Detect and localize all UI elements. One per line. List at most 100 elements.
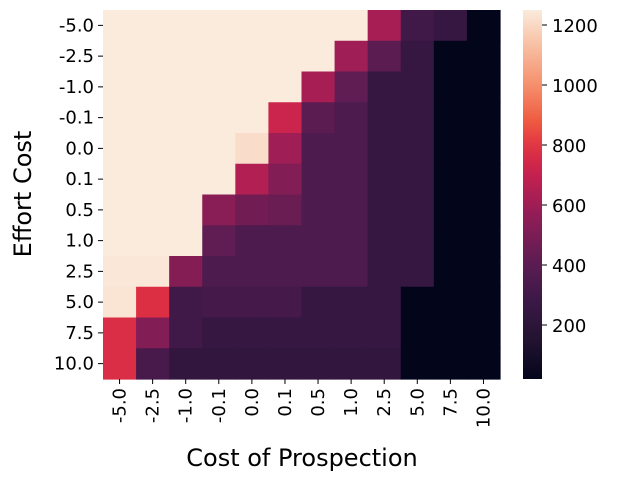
heatmap-cell [202, 10, 236, 42]
heatmap-cell [268, 194, 303, 226]
heatmap-cell [466, 163, 501, 196]
heatmap-cell [202, 194, 236, 226]
heatmap-cell [235, 194, 270, 226]
heatmap-cell [268, 225, 303, 257]
heatmap-cell [334, 40, 369, 73]
y-axis-label: Effort Cost [9, 131, 37, 258]
heatmap-cell [367, 286, 402, 319]
heatmap-cell [301, 348, 336, 380]
heatmap-cell [433, 286, 468, 319]
heatmap-cell [268, 286, 303, 319]
x-tick-label: -5.0 [110, 388, 131, 423]
heatmap-cell [301, 225, 336, 257]
heatmap-cell [235, 163, 270, 196]
heatmap-cell [301, 163, 336, 196]
y-tick-label: 10.0 [54, 354, 94, 375]
heatmap-cell [235, 348, 270, 380]
x-tick-labels: -5.0 -2.5 -1.0 -0.1 0.0 0.1 0.5 1.0 2.5 5.0 7.5 10.… [110, 379, 494, 428]
heatmap-cell [301, 286, 336, 319]
heatmap-cell [268, 102, 303, 134]
heatmap-cell [202, 40, 236, 73]
heatmap-cell [103, 102, 137, 134]
y-tick-label: -2.5 [59, 46, 94, 67]
heatmap-cell [136, 40, 170, 73]
heatmap-cell [433, 40, 468, 73]
heatmap-cell [466, 71, 501, 103]
heatmap-cell [301, 133, 336, 165]
heatmap-cell [235, 317, 270, 349]
heatmap-cell [400, 102, 435, 134]
y-tick-label: 0.1 [65, 169, 94, 190]
heatmap-cell [433, 133, 468, 165]
heatmap-cell [367, 317, 402, 349]
heatmap-cell [136, 102, 170, 134]
heatmap-cell [466, 348, 501, 380]
heatmap-cell [466, 102, 501, 134]
heatmap-cell [433, 348, 468, 380]
heatmap-cell [202, 256, 236, 288]
heatmap-cell [103, 317, 137, 349]
heatmap-cell [235, 102, 270, 134]
heatmap-cell [169, 317, 203, 349]
heatmap-cell [301, 194, 336, 226]
heatmap-cell [400, 133, 435, 165]
y-tick-label: 2.5 [65, 261, 94, 282]
heatmap-cell [268, 133, 303, 165]
heatmap-cell [268, 348, 303, 380]
heatmap-cell [268, 317, 303, 349]
heatmap-cell [466, 40, 501, 73]
heatmap-cell [466, 317, 501, 349]
y-tick-label: 7.5 [65, 323, 94, 344]
heatmap-cell [268, 40, 303, 73]
x-tick-label: 7.5 [440, 388, 461, 417]
heatmap-cell [367, 225, 402, 257]
colorbar-tick-label: 600 [552, 196, 586, 217]
heatmap-cell [400, 348, 435, 380]
heatmap-cell [433, 10, 468, 42]
heatmap-cell [334, 256, 369, 288]
heatmap-cell [202, 317, 236, 349]
heatmap-cell [169, 194, 203, 226]
heatmap-cell [103, 286, 137, 319]
colorbar-tick-label: 400 [552, 256, 586, 277]
heatmap-cell [268, 10, 303, 42]
heatmap-cell [103, 256, 137, 288]
heatmap-cell [103, 10, 137, 42]
heatmap-cell [367, 163, 402, 196]
heatmap-cell [136, 194, 170, 226]
heatmap-cell [103, 71, 137, 103]
heatmap-cell [334, 163, 369, 196]
heatmap-cell [136, 348, 170, 380]
heatmap-cell [400, 194, 435, 226]
y-tick-label: 0.5 [65, 200, 94, 221]
heatmap-cell [169, 71, 203, 103]
heatmap-cell [466, 225, 501, 257]
heatmap-cell [400, 10, 435, 42]
heatmap-cell [235, 71, 270, 103]
heatmap-cell [433, 225, 468, 257]
heatmap-cell [334, 133, 369, 165]
heatmap-cell [400, 256, 435, 288]
y-tick-label: 1.0 [65, 231, 94, 252]
heatmap-cell [268, 256, 303, 288]
heatmap-cell [103, 163, 137, 196]
heatmap-cell [433, 71, 468, 103]
heatmap-cell [367, 102, 402, 134]
heatmap-cell [466, 10, 501, 42]
heatmap-cell [103, 133, 137, 165]
heatmap-cell [334, 102, 369, 134]
heatmap-cell [169, 286, 203, 319]
heatmap-cell [367, 348, 402, 380]
heatmap-cell [334, 71, 369, 103]
heatmap-cell [103, 40, 137, 73]
heatmap-cell [433, 102, 468, 134]
heatmap-cell [103, 225, 137, 257]
heatmap-cell [400, 40, 435, 73]
heatmap-cell [433, 256, 468, 288]
heatmap-cell [169, 133, 203, 165]
heatmap-cell [169, 225, 203, 257]
x-tick-label: 10.0 [473, 388, 494, 428]
x-tick-label: 0.1 [275, 388, 296, 417]
heatmap-cell [367, 40, 402, 73]
